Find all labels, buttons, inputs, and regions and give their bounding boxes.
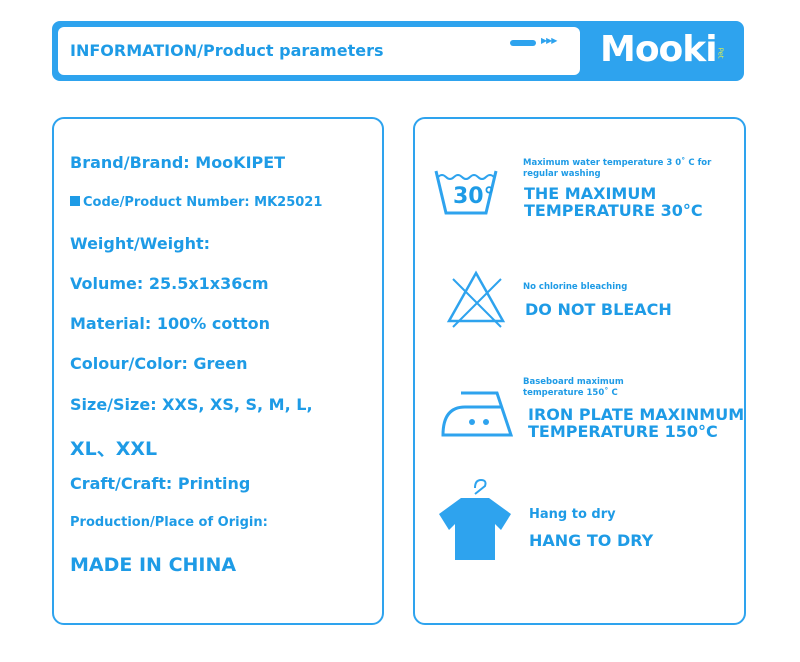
material: Material: 100% cotton bbox=[70, 314, 270, 333]
decorative-pill bbox=[510, 40, 536, 46]
iron-title: IRON PLATE MAXINMUM TEMPERATURE 150°C bbox=[528, 405, 745, 441]
origin: MADE IN CHINA bbox=[70, 554, 237, 576]
hang-dry-icon bbox=[439, 478, 511, 560]
weight: Weight/Weight: bbox=[70, 234, 211, 253]
dry-title: HANG TO DRY bbox=[529, 531, 654, 550]
arrows-icon: ▶▶▶ bbox=[541, 36, 558, 45]
header-banner: INFORMATION/Product parameters ▶▶▶ Mooki… bbox=[52, 21, 744, 81]
brand-logo: Mooki bbox=[600, 29, 718, 70]
wash-title: THE MAXIMUM TEMPERATURE 30°C bbox=[524, 184, 703, 220]
dry-note: Hang to dry bbox=[529, 507, 616, 522]
craft: Craft/Craft: Printing bbox=[70, 474, 251, 493]
code-text: Code/Product Number: MK25021 bbox=[83, 195, 323, 210]
wash-note: Maximum water temperature 3 0˚ C for reg… bbox=[523, 158, 712, 179]
origin-label: Production/Place of Origin: bbox=[70, 515, 268, 530]
product-info-panel: Brand/Brand: MooKIPET Code/Product Numbe… bbox=[52, 117, 384, 625]
no-bleach-icon bbox=[446, 270, 506, 328]
size: Size/Size: XXS, XS, S, M, L, bbox=[70, 395, 313, 414]
bleach-title: DO NOT BLEACH bbox=[525, 300, 672, 319]
square-bullet-icon bbox=[70, 196, 80, 206]
size-continued: XL、XXL bbox=[70, 438, 158, 460]
volume: Volume: 25.5x1x36cm bbox=[70, 274, 269, 293]
banner-title-box: INFORMATION/Product parameters ▶▶▶ bbox=[58, 27, 580, 75]
wash-30-icon: 30° bbox=[434, 170, 498, 215]
iron-icon bbox=[441, 391, 513, 437]
code: Code/Product Number: MK25021 bbox=[70, 195, 322, 210]
care-instructions-panel: 30° Maximum water temperature 3 0˚ C for… bbox=[413, 117, 746, 625]
iron-note: Baseboard maximum temperature 150˚ C bbox=[523, 377, 624, 398]
bleach-note: No chlorine bleaching bbox=[523, 282, 628, 292]
brand-logo-sub: Pet bbox=[716, 47, 725, 59]
brand: Brand/Brand: MooKIPET bbox=[70, 153, 286, 172]
banner-title: INFORMATION/Product parameters bbox=[70, 41, 384, 60]
svg-text:30°: 30° bbox=[453, 184, 495, 209]
colour: Colour/Color: Green bbox=[70, 354, 248, 373]
